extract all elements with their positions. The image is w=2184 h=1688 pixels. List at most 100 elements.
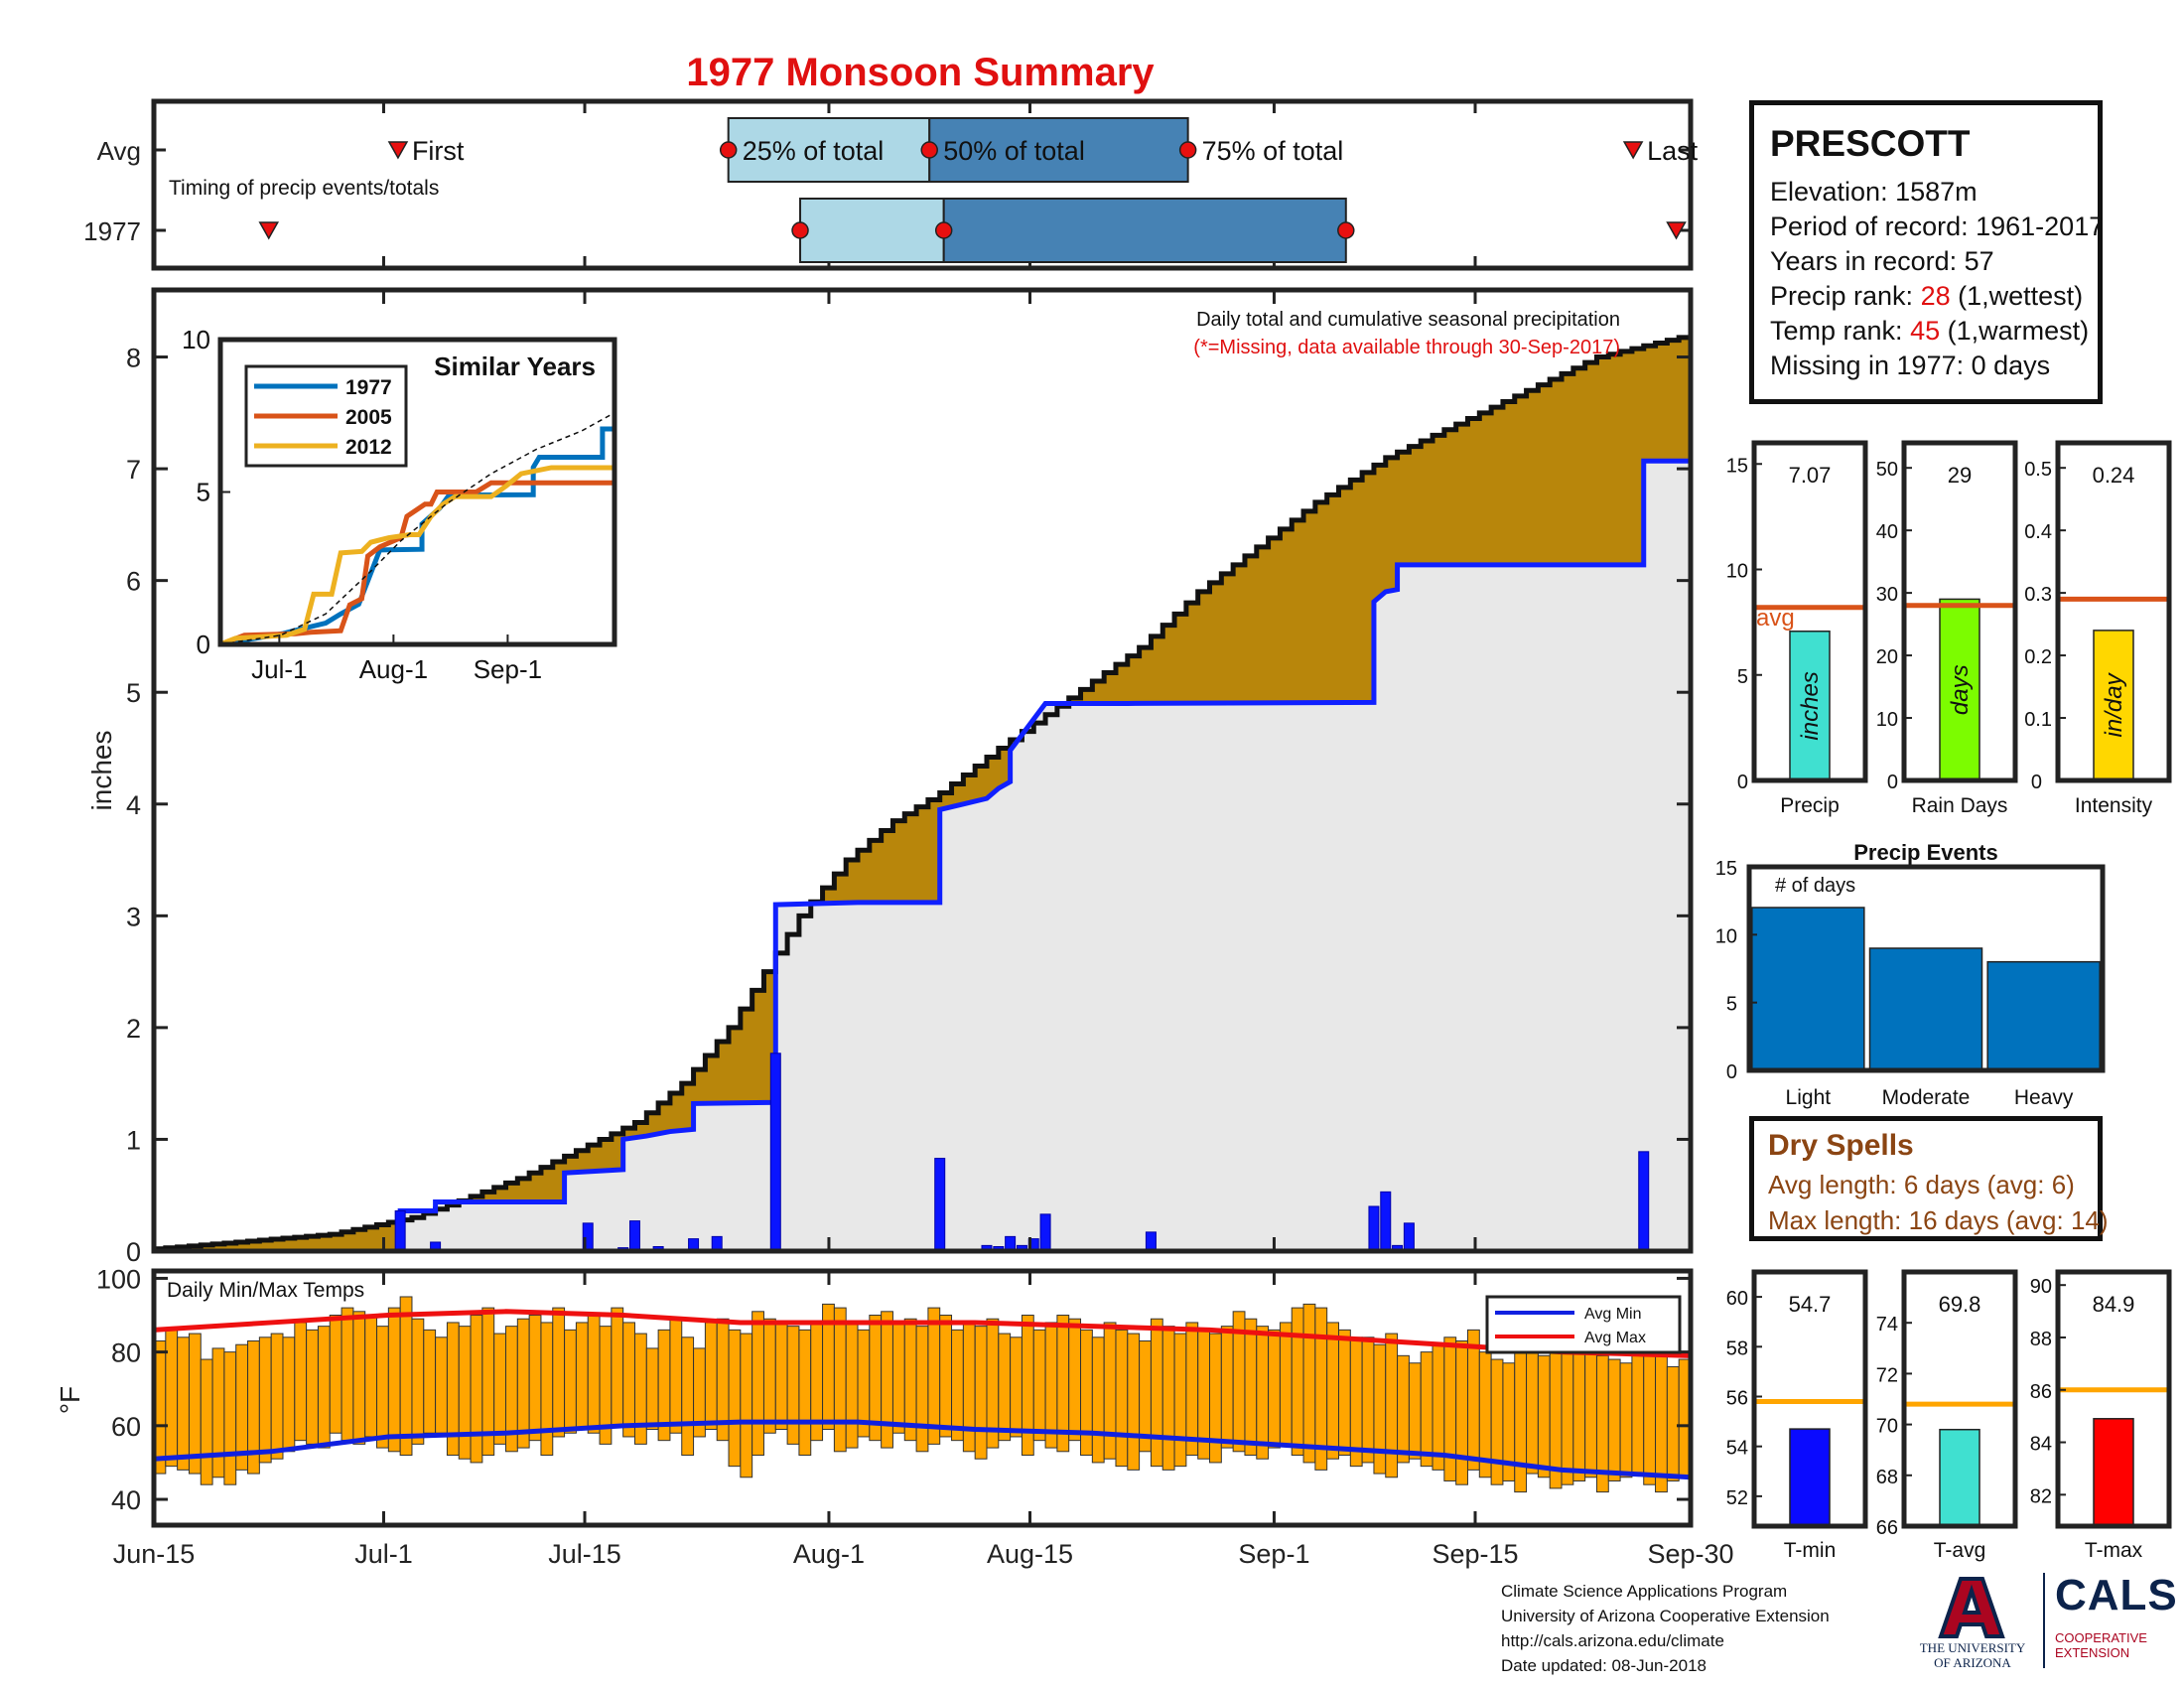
- inset-xtick-label: Sep-1: [474, 654, 542, 684]
- cals-subtitle-line1: COOPERATIVE: [2055, 1630, 2147, 1645]
- daily-temp-bar: [411, 1318, 425, 1445]
- precip-rank-note: (1,wettest): [1950, 281, 2084, 311]
- daily-temp-bar: [1385, 1333, 1399, 1478]
- daily-temp-bar: [1397, 1354, 1410, 1464]
- daily-temp-bar: [939, 1315, 953, 1438]
- stat-value-label: 29: [1948, 463, 1972, 488]
- daily-temp-bar: [1091, 1336, 1105, 1464]
- cals-subtitle: COOPERATIVE EXTENSION: [2055, 1630, 2147, 1660]
- ytick-label: 6: [126, 567, 141, 597]
- daily-temp-bar: [1268, 1329, 1281, 1449]
- daily-temp-bar: [1373, 1343, 1387, 1475]
- stat-ytick-label: 70: [1876, 1416, 1898, 1438]
- daily-temp-bar: [1443, 1336, 1457, 1481]
- xtick-label: Jul-15: [548, 1539, 621, 1569]
- legend-label-2012: 2012: [345, 436, 392, 459]
- daily-temp-bar: [540, 1322, 554, 1457]
- cals-subtitle-line2: EXTENSION: [2055, 1645, 2130, 1660]
- credits-url[interactable]: http://cals.arizona.edu/climate: [1501, 1631, 1724, 1650]
- ytick-label: 5: [126, 678, 141, 708]
- daily-temp-bar: [1127, 1333, 1141, 1471]
- stat-category-label: T-avg: [1934, 1539, 1986, 1562]
- events-ytick-label: 0: [1726, 1061, 1737, 1083]
- daily-temp-bar: [575, 1322, 589, 1431]
- daily-temp-bar: [1326, 1322, 1339, 1460]
- daily-temp-bar: [891, 1322, 905, 1434]
- stat-ytick-label: 66: [1876, 1517, 1898, 1539]
- dry-spells-max: Max length: 16 days (avg: 14): [1768, 1205, 2109, 1235]
- daily-temp-bar: [165, 1329, 179, 1468]
- daily-temp-bar: [1044, 1322, 1058, 1449]
- daily-temp-bar: [493, 1333, 507, 1445]
- daily-temp-bar: [1537, 1354, 1551, 1478]
- daily-temp-bar: [1302, 1303, 1316, 1464]
- daily-temp-bar: [1185, 1322, 1199, 1457]
- stat-category-label: Rain Days: [1912, 794, 2008, 817]
- stat-category-label: T-max: [2085, 1539, 2143, 1562]
- daily-temp-bar: [974, 1326, 988, 1460]
- stat-bar-0: [1789, 1428, 1831, 1527]
- event-category-label: Moderate: [1882, 1086, 1971, 1109]
- temp-rank-label: Temp rank:: [1770, 316, 1911, 346]
- daily-precip-bar: [1368, 1205, 1380, 1252]
- daily-temp-bar: [1455, 1339, 1468, 1485]
- dry-spells-avg: Avg length: 6 days (avg: 6): [1768, 1170, 2075, 1199]
- y-axis-label: inches: [86, 731, 117, 811]
- daily-temp-bar: [1561, 1339, 1574, 1485]
- daily-temp-bar: [1349, 1336, 1363, 1468]
- daily-temp-bar: [998, 1333, 1012, 1442]
- daily-precip-bar: [1039, 1213, 1051, 1252]
- temp-legend-box: [1485, 1295, 1682, 1354]
- ua-a-logo-icon: [1938, 1577, 2005, 1638]
- quantile-dot: [719, 141, 738, 159]
- stat-ytick-label: 0: [2031, 772, 2042, 793]
- ytick-label: 7: [126, 455, 141, 485]
- daily-precip-bar: [1145, 1231, 1157, 1252]
- daily-temp-bar: [751, 1311, 764, 1457]
- daily-temp-bar: [423, 1329, 437, 1434]
- cals-wordmark: CALS: [2055, 1571, 2178, 1619]
- stat-bar-1: [1939, 1428, 1980, 1527]
- events-frame: [1746, 864, 2106, 1073]
- legend-label-1977: 1977: [345, 376, 392, 399]
- quartile-50-75-box: [942, 198, 1347, 263]
- daily-temp-bar: [845, 1322, 859, 1449]
- daily-temp-bar: [762, 1318, 776, 1434]
- temperature-chart: 40 60 80 100 °F Daily Min/Max Temps Jun-15 Jul-…: [55, 1264, 1734, 1569]
- precip-rank-label: Precip rank:: [1770, 281, 1921, 311]
- stat-ytick-label: 15: [1726, 455, 1748, 477]
- cumulative-1977-line: [154, 458, 1691, 1254]
- stat-ytick-label: 84: [2030, 1434, 2052, 1456]
- daily-temp-bar: [1361, 1336, 1375, 1464]
- xtick-label: Jun-15: [113, 1539, 196, 1569]
- ytick-label: 8: [126, 344, 141, 373]
- temp-frame: [151, 1268, 1694, 1528]
- daily-temp-bar: [564, 1329, 577, 1434]
- stat-ytick-label: 10: [1726, 561, 1748, 583]
- missing-text: Missing in 1977: 0 days: [1770, 351, 2051, 380]
- dry-spells-box: Dry Spells Avg length: 6 days (avg: 6) M…: [1749, 1116, 2109, 1241]
- inset-xtick-label: Aug-1: [359, 654, 428, 684]
- daily-temp-bar: [611, 1307, 624, 1427]
- event-category-label: Light: [1786, 1086, 1832, 1109]
- event-bar-moderate: [1868, 947, 1983, 1071]
- legend-label-2005: 2005: [345, 406, 392, 429]
- legend-label-avg-max: Avg Max: [1584, 1330, 1646, 1346]
- stat-ytick-label: 20: [1876, 646, 1898, 668]
- page-title: 1977 Monsoon Summary: [686, 51, 1155, 94]
- xtick-label: Sep-1: [1238, 1539, 1309, 1569]
- row-label-avg: Avg: [97, 136, 141, 166]
- stat-value-label: 69.8: [1939, 1292, 1981, 1317]
- ua-name-line1: THE UNIVERSITY: [1919, 1640, 2026, 1655]
- ytick-label: 1: [126, 1125, 141, 1155]
- ytick-label: 2: [126, 1014, 141, 1044]
- stat-value-label: 84.9: [2093, 1292, 2135, 1317]
- stat-ytick-label: 74: [1876, 1314, 1898, 1336]
- avg-cumulative-outline: [154, 335, 1694, 1252]
- stat-ytick-label: 72: [1876, 1364, 1898, 1386]
- daily-temp-bar: [223, 1351, 237, 1485]
- period-text: Period of record: 1961-2017: [1770, 211, 2105, 241]
- event-bar-light: [1751, 907, 1865, 1071]
- stat-ytick-label: 58: [1726, 1337, 1748, 1359]
- precip-annotation: Daily total and cumulative seasonal prec…: [1196, 309, 1620, 331]
